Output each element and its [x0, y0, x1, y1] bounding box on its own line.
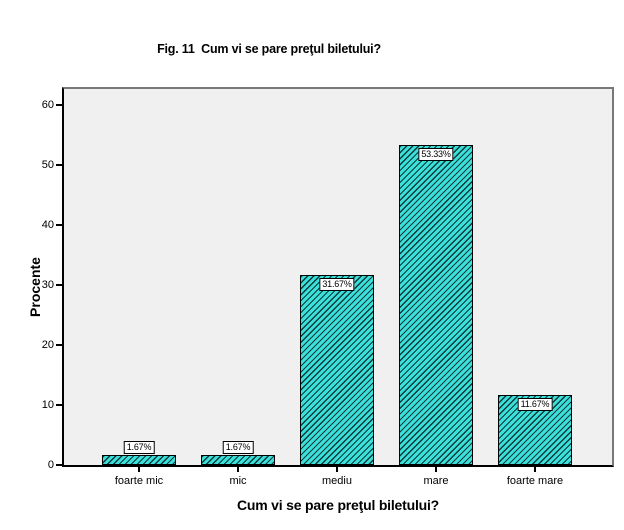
- y-tick-label: 30: [41, 278, 54, 291]
- y-tick: [56, 284, 62, 286]
- x-tick-label: mic: [229, 475, 247, 487]
- bar-value-label: 31.67%: [319, 277, 355, 291]
- y-tick-label: 60: [41, 98, 54, 111]
- bar: [201, 454, 275, 465]
- y-tick: [56, 464, 62, 466]
- x-axis-title: Cum vi se pare preţul biletului?: [236, 497, 440, 513]
- x-tick-label: mediu: [322, 475, 352, 487]
- x-tick-label: foarte mic: [114, 475, 164, 487]
- bar-value-label: 1.67%: [123, 440, 155, 454]
- bar: [399, 145, 473, 465]
- bar-value-label: 11.67%: [517, 397, 553, 411]
- y-tick-label: 50: [41, 158, 54, 171]
- x-tick: [336, 467, 338, 472]
- y-tick-label: 0: [47, 458, 54, 471]
- plot-area: 1.67% 1.67% 31.67% 53.33% 11.67%: [62, 87, 614, 467]
- x-tick: [237, 467, 239, 472]
- y-tick: [56, 224, 62, 226]
- x-tick: [138, 467, 140, 472]
- y-tick-label: 20: [41, 338, 54, 351]
- y-tick-label: 40: [41, 218, 54, 231]
- x-tick: [534, 467, 536, 472]
- x-tick-label: mare: [423, 475, 449, 487]
- bar-value-label: 1.67%: [222, 440, 254, 454]
- y-tick-label: 10: [41, 398, 54, 411]
- x-tick: [435, 467, 437, 472]
- bar-value-label: 53.33%: [418, 148, 454, 162]
- bar: [102, 454, 176, 465]
- chart-title: Fig. 11 Cum vi se pare preţul biletului?: [157, 42, 381, 56]
- y-tick: [56, 164, 62, 166]
- y-tick: [56, 104, 62, 106]
- bar: [300, 274, 374, 465]
- x-tick-label: foarte mare: [506, 475, 564, 487]
- y-tick: [56, 344, 62, 346]
- y-tick: [56, 404, 62, 406]
